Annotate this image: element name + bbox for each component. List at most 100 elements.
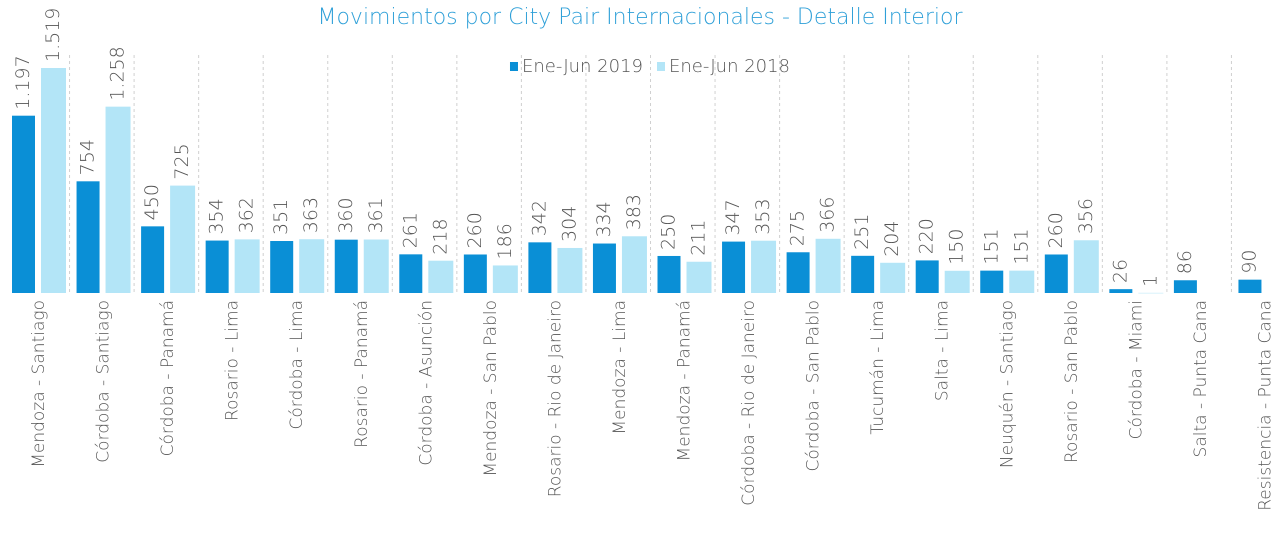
bar bbox=[205, 240, 229, 293]
chart-title: Movimientos por City Pair Internacionale… bbox=[317, 5, 963, 30]
x-tick-label: Resistencia - Punta Cana bbox=[1255, 300, 1275, 511]
x-tick-label: Córdoba - Panamá bbox=[158, 300, 178, 456]
value-label: 347 bbox=[722, 199, 744, 235]
bar bbox=[105, 106, 131, 293]
bar bbox=[1109, 289, 1133, 293]
value-label: 260 bbox=[1045, 212, 1067, 248]
bar bbox=[944, 270, 970, 293]
x-tick-label: Mendoza - Panamá bbox=[675, 300, 695, 461]
legend-label: Ene-Jun 2019 bbox=[522, 56, 643, 77]
x-tick-label: Córdoba - San Pablo bbox=[804, 300, 824, 472]
value-label: 383 bbox=[623, 194, 645, 230]
bar bbox=[492, 265, 518, 293]
bar bbox=[722, 241, 746, 293]
bar bbox=[657, 255, 681, 293]
value-label: 356 bbox=[1075, 198, 1097, 234]
value-label: 360 bbox=[335, 197, 357, 233]
value-label: 90 bbox=[1238, 249, 1260, 273]
value-label: 342 bbox=[528, 200, 550, 236]
value-label: 1.197 bbox=[12, 55, 34, 109]
x-tick-label: Mendoza - Santiago bbox=[29, 300, 49, 468]
x-tick-label: Córdoba - Santiago bbox=[94, 300, 114, 463]
bar bbox=[592, 243, 616, 293]
value-label: 334 bbox=[593, 201, 615, 237]
legend-swatch bbox=[509, 62, 518, 71]
x-tick-label: Neuquén - Santiago bbox=[997, 300, 1017, 468]
value-label: 353 bbox=[752, 198, 774, 234]
x-tick-label: Mendoza - San Pablo bbox=[481, 300, 501, 477]
value-label: 754 bbox=[77, 139, 99, 175]
value-label: 220 bbox=[916, 218, 938, 254]
bar bbox=[980, 270, 1004, 293]
bar bbox=[1138, 292, 1164, 294]
x-tick-label: Córdoba - Rio de Janeiro bbox=[739, 300, 759, 506]
bar bbox=[1173, 280, 1197, 293]
bar bbox=[1009, 270, 1035, 293]
x-tick-label: Rosario - Panamá bbox=[352, 300, 372, 448]
value-label: 1.258 bbox=[107, 46, 129, 100]
value-label: 361 bbox=[365, 197, 387, 233]
x-tick-label: Rosario - Lima bbox=[223, 300, 243, 421]
value-label: 251 bbox=[851, 214, 873, 250]
bar bbox=[880, 262, 906, 293]
x-tick-label: Rosario - Rio de Janeiro bbox=[545, 300, 565, 497]
x-tick-label: Córdoba - Asunción bbox=[416, 300, 436, 466]
bar bbox=[1073, 240, 1099, 293]
value-label: 304 bbox=[558, 206, 580, 242]
bar bbox=[428, 260, 454, 293]
bar bbox=[270, 241, 294, 293]
x-tick-label: Córdoba - Lima bbox=[287, 300, 307, 429]
x-tick-label: Salta - Punta Cana bbox=[1191, 300, 1211, 457]
bar bbox=[1238, 279, 1262, 293]
x-tick-label: Salta - Lima bbox=[933, 300, 953, 401]
value-label: 725 bbox=[171, 143, 193, 179]
bar bbox=[915, 260, 939, 293]
legend-label: Ene-Jun 2018 bbox=[669, 56, 790, 77]
bar bbox=[786, 252, 810, 293]
bar bbox=[621, 236, 647, 293]
bar bbox=[170, 185, 196, 293]
value-label: 351 bbox=[270, 199, 292, 235]
value-label: 261 bbox=[399, 212, 421, 248]
value-label: 366 bbox=[817, 197, 839, 233]
bar bbox=[234, 239, 260, 293]
value-label: 151 bbox=[980, 228, 1002, 264]
bar bbox=[463, 254, 487, 293]
bar bbox=[141, 226, 165, 293]
value-label: 362 bbox=[236, 197, 258, 233]
bar bbox=[557, 247, 583, 293]
x-tick-label: Rosario - San Pablo bbox=[1062, 300, 1082, 463]
x-tick-label: Mendoza - Lima bbox=[610, 300, 630, 435]
value-label: 450 bbox=[141, 184, 163, 220]
value-label: 1.519 bbox=[42, 8, 64, 62]
value-label: 260 bbox=[464, 212, 486, 248]
bar bbox=[751, 240, 777, 293]
x-tick-label: Tucumán - Lima bbox=[868, 300, 888, 435]
bar bbox=[76, 181, 100, 293]
bar bbox=[528, 242, 552, 293]
value-label: 26 bbox=[1109, 259, 1131, 283]
bar bbox=[686, 261, 712, 293]
value-label: 354 bbox=[206, 198, 228, 234]
value-label: 150 bbox=[946, 229, 968, 265]
bar bbox=[851, 255, 875, 293]
bar bbox=[363, 239, 389, 293]
legend-swatch bbox=[657, 62, 665, 71]
value-label: 363 bbox=[300, 197, 322, 233]
value-label: 275 bbox=[787, 210, 809, 246]
x-tick-label: Córdoba - Miami bbox=[1126, 300, 1146, 439]
value-label: 204 bbox=[881, 221, 903, 257]
bar bbox=[334, 239, 358, 293]
bar bbox=[41, 68, 66, 293]
value-label: 250 bbox=[658, 214, 680, 250]
value-label: 1 bbox=[1139, 275, 1161, 287]
bar bbox=[1044, 254, 1068, 293]
bar bbox=[815, 238, 841, 293]
value-label: 218 bbox=[429, 218, 451, 254]
bar bbox=[399, 254, 423, 293]
value-label: 86 bbox=[1174, 250, 1196, 274]
value-label: 211 bbox=[688, 219, 710, 255]
value-label: 151 bbox=[1010, 228, 1032, 264]
